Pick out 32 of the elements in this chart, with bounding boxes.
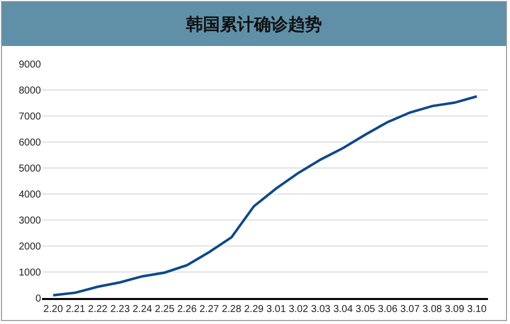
y-tick-label: 2000 (18, 242, 42, 252)
x-tick-label: 2.20 (43, 304, 64, 315)
x-tick-label: 2.21 (66, 304, 86, 315)
y-tick-label: 3000 (18, 216, 42, 226)
x-tick-label: 3.07 (400, 304, 420, 315)
x-tick-label: 3.04 (333, 304, 354, 315)
x-tick-label: 2.28 (222, 304, 242, 315)
x-tick-label: 2.24 (132, 304, 153, 315)
x-tick-label: 3.08 (422, 304, 442, 315)
x-tick-label: 2.25 (154, 304, 175, 315)
y-tick-label: 8000 (18, 86, 42, 96)
x-tick-label: 2.27 (200, 304, 220, 315)
x-tick-label: 2.23 (110, 304, 130, 315)
y-tick-label: 5000 (18, 164, 42, 174)
chart-title: 韩国累计确诊趋势 (2, 2, 506, 46)
y-tick-label: 1000 (18, 268, 42, 278)
y-tick-label: 4000 (18, 190, 42, 200)
x-tick-label: 3.03 (311, 304, 331, 315)
x-tick-label: 2.22 (88, 304, 108, 315)
line-series (52, 95, 478, 297)
x-tick-label: 2.29 (244, 304, 264, 315)
x-tick-label: 3.06 (378, 304, 398, 315)
y-tick-label: 9000 (18, 60, 42, 70)
x-tick-label: 3.10 (467, 304, 488, 315)
x-tick-label: 3.09 (444, 304, 465, 315)
x-tick-label: 3.01 (266, 304, 286, 315)
x-tick-label: 3.02 (288, 304, 309, 315)
y-tick-label: 7000 (18, 112, 42, 122)
x-tick-label: 3.05 (356, 304, 376, 315)
y-tick-label: 6000 (18, 138, 42, 148)
y-tick-label: 0 (35, 294, 42, 304)
x-tick-label: 2.26 (177, 304, 198, 315)
